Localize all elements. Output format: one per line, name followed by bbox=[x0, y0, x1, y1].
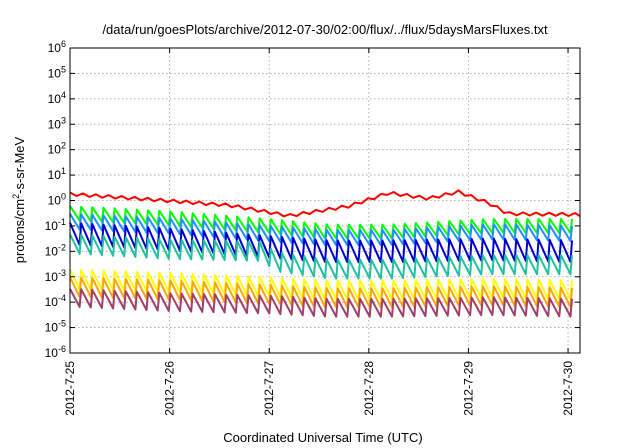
y-axis-label-sup: 2 bbox=[11, 194, 21, 199]
data-series bbox=[69, 189, 581, 318]
y-axis-ticks: 10-6 10-5 10-4 10-3 10-2 10-1 100 101 102 103 104 1… bbox=[45, 39, 580, 360]
y-tick-label: 10-3 bbox=[45, 268, 66, 284]
y-axis-label: protons/cm2-s-sr-MeV bbox=[11, 136, 27, 263]
x-axis-ticks: 2012-7-25 2012-7-26 2012-7-27 2012-7-28 2012… bbox=[63, 48, 575, 416]
x-tick-label: 2012-7-27 bbox=[262, 361, 276, 416]
series-line-8 bbox=[69, 288, 573, 318]
y-tick-label: 10-6 bbox=[45, 344, 66, 360]
x-tick-label: 2012-7-25 bbox=[63, 361, 77, 416]
y-tick-label: 100 bbox=[48, 192, 66, 208]
x-tick-label: 2012-7-26 bbox=[163, 361, 177, 416]
x-axis-label: Coordinated Universal Time (UTC) bbox=[223, 430, 422, 445]
y-tick-label: 10-5 bbox=[45, 319, 66, 335]
y-axis-label-rest: -s-sr-MeV bbox=[12, 136, 27, 193]
series-line-1 bbox=[69, 189, 581, 218]
y-tick-label: 10-2 bbox=[45, 242, 66, 258]
x-tick-label: 2012-7-29 bbox=[461, 361, 475, 416]
y-tick-label: 105 bbox=[48, 64, 66, 80]
y-tick-label: 10-4 bbox=[45, 293, 66, 309]
series-line-3 bbox=[69, 213, 573, 247]
y-tick-label: 102 bbox=[48, 141, 66, 157]
x-tick-label: 2012-7-28 bbox=[362, 361, 376, 416]
y-tick-label: 101 bbox=[48, 166, 66, 182]
series-line-5 bbox=[69, 233, 573, 280]
y-axis-label-base: protons/cm bbox=[12, 199, 27, 263]
chart-title: /data/run/goesPlots/archive/2012-07-30/0… bbox=[102, 22, 548, 37]
y-tick-label: 106 bbox=[48, 39, 66, 55]
y-tick-label: 103 bbox=[48, 115, 66, 131]
y-tick-label: 10-1 bbox=[45, 217, 66, 233]
y-tick-label: 104 bbox=[48, 90, 66, 106]
x-tick-label: 2012-7-30 bbox=[561, 361, 575, 416]
